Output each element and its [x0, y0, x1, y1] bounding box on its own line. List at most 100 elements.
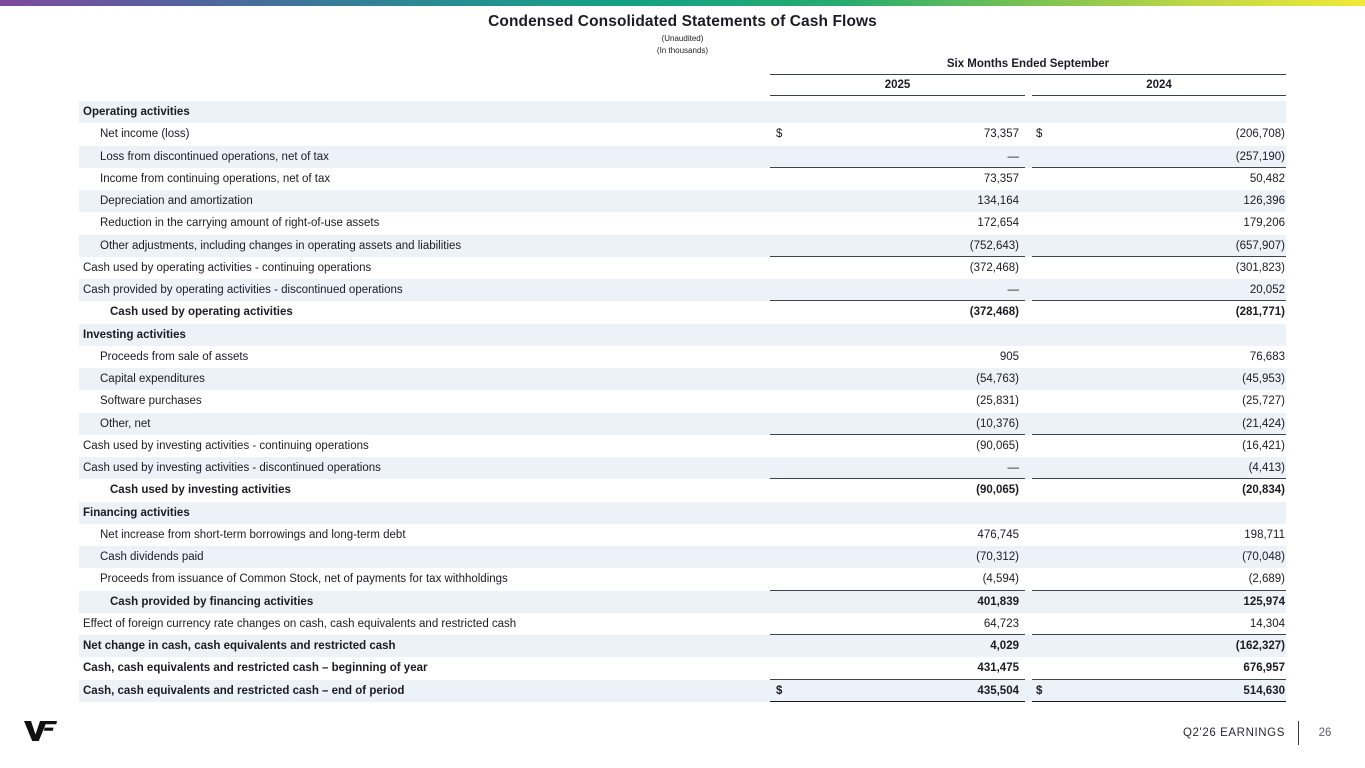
amount-2024: 20,052: [1249, 284, 1285, 296]
amount-2024: 126,396: [1243, 195, 1285, 207]
value-2024: 50,482: [1032, 168, 1286, 190]
value-2025: [770, 101, 1025, 123]
table-row: Cash provided by operating activities - …: [79, 279, 1286, 302]
row-label: Cash dividends paid: [100, 551, 204, 563]
value-2025: (70,312): [770, 546, 1025, 568]
amount-2025: [776, 101, 1019, 123]
value-2024: 125,974: [1032, 591, 1286, 613]
value-2024: [1032, 502, 1286, 524]
column-gap: [1025, 368, 1032, 390]
table-row: Depreciation and amortization 134,164 12…: [79, 190, 1286, 213]
value-2025: $ 435,504: [770, 680, 1025, 702]
amount-2025: —: [1007, 150, 1020, 163]
row-label: Net increase from short-term borrowings …: [100, 528, 406, 541]
amount-2024: 14,304: [1249, 617, 1285, 630]
value-2025: [770, 324, 1025, 346]
value-2024: 126,396: [1032, 190, 1286, 212]
column-gap: [1025, 123, 1032, 145]
row-label: Cash used by investing activities - disc…: [83, 462, 381, 474]
amount-2025: —: [1007, 284, 1020, 296]
amount-2025: (54,763): [976, 373, 1019, 385]
column-gap: [1025, 146, 1032, 168]
amount-2024: (281,771): [1235, 306, 1285, 319]
table-row: Cash used by operating activities (372,4…: [79, 301, 1286, 323]
value-2024: (2,689): [1032, 568, 1286, 591]
amount-2024: [1036, 502, 1285, 524]
table-row: Operating activities: [79, 101, 1286, 124]
value-2025: 73,357: [770, 168, 1025, 190]
value-2024: (281,771): [1032, 301, 1286, 323]
value-2025: $ 73,357: [770, 123, 1025, 145]
value-2025: 4,029: [770, 635, 1025, 657]
table-row: Cash, cash equivalents and restricted ca…: [79, 679, 1286, 702]
table-row: Cash used by investing activities - cont…: [79, 435, 1286, 457]
table-row: Net income (loss) $ 73,357 $ (206,708): [79, 123, 1286, 145]
row-label: Cash used by operating activities: [110, 306, 293, 319]
dollar-sign: $: [776, 684, 783, 697]
column-gap: [1025, 235, 1032, 257]
amount-2024: 179,206: [1243, 217, 1285, 230]
amount-2024: (16,421): [1242, 439, 1285, 452]
value-2025: (54,763): [770, 368, 1025, 390]
value-2024: (657,907): [1032, 235, 1286, 257]
value-2024: $ (206,708): [1032, 123, 1286, 145]
amount-2025: 431,475: [977, 662, 1019, 675]
amount-2025: 73,357: [983, 128, 1019, 141]
dollar-sign: $: [776, 128, 783, 141]
row-label: Other, net: [100, 417, 151, 430]
column-gap: [1025, 390, 1032, 412]
column-gap: [1025, 546, 1032, 568]
row-label: Loss from discontinued operations, net o…: [100, 150, 329, 163]
value-2024: 676,957: [1032, 657, 1286, 680]
amount-2024: 50,482: [1249, 172, 1285, 185]
row-label: Cash, cash equivalents and restricted ca…: [83, 684, 405, 697]
value-2025: —: [770, 457, 1025, 480]
table-row: Net change in cash, cash equivalents and…: [79, 635, 1286, 658]
column-gap: [1025, 502, 1032, 524]
table-row: Capital expenditures (54,763) (45,953): [79, 368, 1286, 391]
table-row: Financing activities: [79, 501, 1286, 524]
table-row: Cash, cash equivalents and restricted ca…: [79, 657, 1286, 680]
amount-2025: 172,654: [977, 217, 1019, 230]
row-label: Depreciation and amortization: [100, 195, 253, 207]
table-rows: Operating activities Net income (loss) $…: [79, 101, 1286, 702]
page-number: 26: [1318, 727, 1332, 739]
table-row: Loss from discontinued operations, net o…: [79, 145, 1286, 168]
value-2024: (16,421): [1032, 435, 1286, 457]
amount-2025: (10,376): [976, 417, 1019, 430]
column-gap: [1025, 212, 1032, 234]
period-header: Six Months Ended September: [770, 58, 1286, 75]
column-gap: [1025, 168, 1032, 190]
table-row: Software purchases (25,831) (25,727): [79, 390, 1286, 412]
column-gap: [1025, 680, 1032, 702]
row-label: Cash used by operating activities - cont…: [83, 261, 372, 274]
row-label: Cash used by investing activities: [110, 484, 291, 497]
row-label: Software purchases: [100, 395, 202, 408]
amount-2024: (70,048): [1242, 551, 1285, 563]
row-label: Cash provided by financing activities: [110, 595, 314, 608]
table-row: Cash provided by financing activities 40…: [79, 590, 1286, 613]
amount-2024: (162,327): [1235, 640, 1285, 652]
column-gap: [1025, 77, 1032, 96]
row-label: Operating activities: [83, 106, 190, 118]
table-row: Cash dividends paid (70,312) (70,048): [79, 546, 1286, 569]
row-label: Cash used by investing activities - cont…: [83, 439, 369, 452]
amount-2024: (301,823): [1235, 261, 1285, 274]
table-row: Proceeds from sale of assets 905 76,683: [79, 346, 1286, 368]
value-2024: (301,823): [1032, 257, 1286, 279]
table-row: Effect of foreign currency rate changes …: [79, 613, 1286, 635]
value-2024: $ 514,630: [1032, 680, 1286, 702]
row-label: Net change in cash, cash equivalents and…: [83, 640, 396, 652]
row-label: Proceeds from sale of assets: [100, 350, 249, 363]
value-2024: (45,953): [1032, 368, 1286, 390]
accent-gradient-bar: [0, 0, 1365, 6]
amount-2024: (2,689): [1248, 573, 1285, 586]
column-gap: [1025, 257, 1032, 279]
column-gap: [1025, 301, 1032, 323]
value-2025: (10,376): [770, 413, 1025, 435]
column-header-2025: 2025: [770, 77, 1025, 96]
amount-2025: [776, 502, 1019, 524]
amount-2024: (657,907): [1235, 239, 1285, 252]
table-row: Cash used by investing activities (90,06…: [79, 479, 1286, 501]
